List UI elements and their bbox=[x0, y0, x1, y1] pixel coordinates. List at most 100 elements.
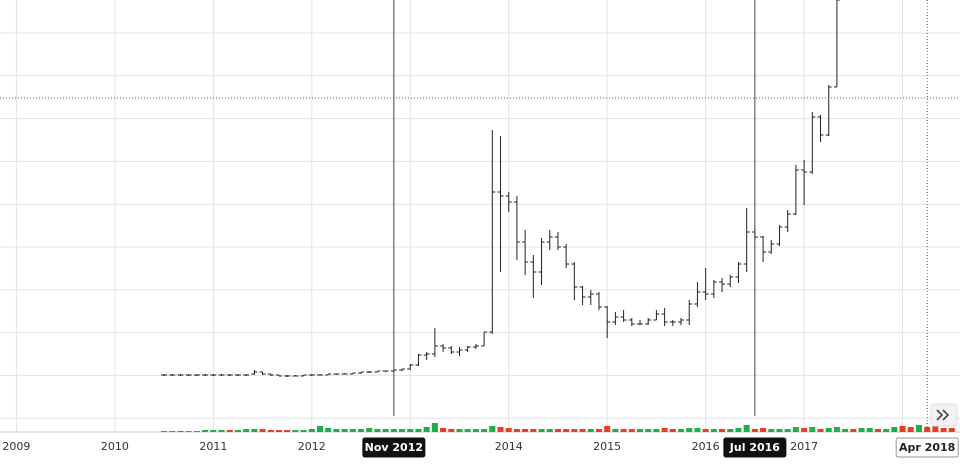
volume-bar bbox=[333, 429, 340, 432]
volume-bar bbox=[300, 430, 307, 432]
volume-bar bbox=[505, 428, 512, 432]
volume-bar bbox=[948, 428, 955, 432]
marker-label-box bbox=[362, 437, 426, 458]
volume-bar bbox=[374, 429, 381, 432]
volume-bar bbox=[530, 429, 537, 432]
volume-bar bbox=[735, 428, 742, 432]
volume-bar bbox=[423, 427, 430, 432]
volume-bar bbox=[833, 427, 840, 432]
volume-bar bbox=[891, 427, 898, 432]
button-box[interactable] bbox=[930, 403, 958, 427]
volume-bar bbox=[678, 429, 685, 432]
x-tick-label: 2017 bbox=[790, 440, 818, 453]
volume-bar bbox=[628, 429, 635, 432]
volume-bar bbox=[801, 428, 808, 432]
volume-bar bbox=[481, 429, 488, 432]
volume-bar bbox=[637, 429, 643, 432]
volume-bar bbox=[866, 428, 873, 432]
volume-bar bbox=[858, 428, 865, 432]
volume-bar bbox=[440, 428, 447, 432]
volume-bar bbox=[661, 428, 668, 432]
volume-bar bbox=[292, 430, 299, 432]
volume-bar bbox=[546, 429, 553, 432]
volume-bar bbox=[563, 429, 570, 432]
volume-bar bbox=[587, 429, 594, 432]
volume-bar bbox=[940, 428, 947, 432]
volume-bar bbox=[169, 431, 176, 432]
x-tick-label: 2014 bbox=[495, 440, 523, 453]
marker-label: Nov 2012 bbox=[365, 441, 423, 454]
x-tick-label: 2015 bbox=[593, 440, 621, 453]
volume-bar bbox=[407, 429, 414, 432]
volume-bar bbox=[284, 430, 291, 432]
volume-bar bbox=[161, 431, 168, 432]
marker-label-box bbox=[723, 437, 787, 458]
volume-bar bbox=[784, 429, 791, 432]
volume-bar bbox=[727, 429, 734, 432]
volume-bar bbox=[275, 430, 282, 432]
volume-bar bbox=[415, 429, 422, 432]
x-tick-label: 2010 bbox=[101, 440, 129, 453]
marker-label: Jul 2016 bbox=[729, 441, 780, 454]
volume-bar bbox=[431, 423, 438, 432]
volume-bar bbox=[366, 428, 373, 432]
volume-bar bbox=[390, 429, 397, 432]
volume-bar bbox=[694, 428, 701, 432]
volume-bar bbox=[218, 430, 225, 432]
volume-bar bbox=[809, 427, 816, 432]
volume-bar bbox=[883, 429, 890, 432]
volume-bar bbox=[456, 429, 463, 432]
volume-bar bbox=[177, 431, 184, 432]
volume-bar bbox=[702, 429, 709, 432]
volume-bar bbox=[267, 430, 274, 432]
volume-bar bbox=[308, 429, 315, 432]
volume-bar bbox=[620, 429, 627, 432]
volume-bar bbox=[448, 429, 455, 432]
x-tick-label: 2016 bbox=[692, 440, 720, 453]
volume-bar bbox=[669, 429, 676, 432]
volume-bar bbox=[317, 426, 323, 432]
marker-label: Apr 2018 bbox=[899, 441, 955, 454]
volume-bar bbox=[874, 429, 881, 432]
volume-bar bbox=[579, 429, 586, 432]
volume-bar bbox=[513, 429, 520, 432]
volume-bar bbox=[243, 429, 250, 432]
volume-bar bbox=[538, 429, 545, 432]
volume-bar bbox=[210, 430, 217, 432]
volume-bar bbox=[645, 429, 652, 432]
volume-bar bbox=[612, 429, 619, 432]
volume-bar bbox=[751, 429, 758, 432]
volume-bar bbox=[899, 426, 906, 432]
volume-bar bbox=[554, 429, 561, 432]
volume-bar bbox=[743, 425, 750, 432]
volume-bar bbox=[932, 426, 939, 432]
volume-bar bbox=[251, 429, 258, 432]
x-tick-label: 2011 bbox=[199, 440, 227, 453]
volume-bar bbox=[760, 428, 767, 432]
volume-bar bbox=[604, 426, 611, 432]
x-tick-label: 2012 bbox=[298, 440, 326, 453]
volume-bar bbox=[768, 429, 775, 432]
volume-bar bbox=[686, 428, 693, 432]
volume-bar bbox=[817, 429, 824, 432]
volume-bar bbox=[907, 427, 914, 432]
volume-bar bbox=[489, 426, 496, 432]
volume-bar bbox=[185, 431, 192, 432]
volume-bar bbox=[341, 429, 348, 432]
scroll-right-button[interactable] bbox=[930, 403, 958, 427]
volume-bar bbox=[497, 427, 504, 432]
volume-bar bbox=[202, 430, 209, 432]
volume-bar bbox=[349, 429, 356, 432]
volume-bar bbox=[472, 429, 479, 432]
marker-label-box bbox=[895, 437, 959, 458]
volume-bar bbox=[382, 429, 389, 432]
button-icon[interactable] bbox=[936, 409, 950, 421]
volume-bar bbox=[776, 429, 783, 432]
volume-bar bbox=[792, 427, 799, 432]
volume-bar bbox=[358, 429, 365, 432]
volume-bar bbox=[825, 428, 832, 432]
volume-bar bbox=[571, 429, 578, 432]
volume-bar bbox=[719, 429, 726, 432]
volume-bar bbox=[464, 429, 471, 432]
